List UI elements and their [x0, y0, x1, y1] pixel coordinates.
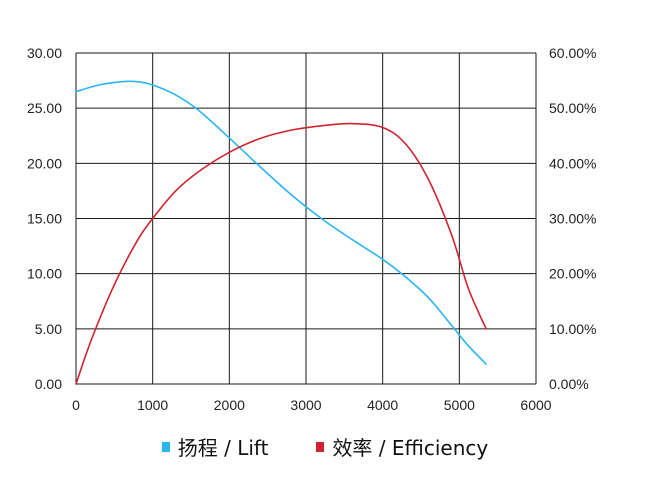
x-tick-label: 1000	[137, 397, 168, 413]
y-right-tick-label: 30.00%	[549, 211, 596, 227]
y-left-tick-label: 15.00	[27, 211, 62, 227]
y-left-tick-label: 30.00	[27, 45, 62, 61]
grid	[75, 52, 537, 385]
y-right-tick-label: 40.00%	[549, 155, 596, 171]
x-tick-label: 5000	[444, 397, 475, 413]
y-left-tick-label: 0.00	[35, 376, 62, 392]
y-right-tick-label: 60.00%	[549, 45, 596, 61]
tick-labels: 0 1000 2000 3000 4000 5000 6000 0.00 0.00% 5.00 10…	[27, 45, 597, 413]
series-line-lift	[75, 80, 487, 365]
y-right-tick-label: 0.00%	[549, 376, 589, 392]
series-layer	[75, 80, 487, 385]
y-left-tick-label: 5.00	[35, 321, 62, 337]
x-tick-label: 0	[72, 397, 80, 413]
y-left-tick-label: 25.00	[27, 100, 62, 116]
y-left-tick-label: 10.00	[27, 266, 62, 282]
y-right-tick-label: 10.00%	[549, 321, 596, 337]
legend-item-lift: 扬程 / Lift	[161, 432, 269, 461]
y-right-tick-label: 20.00%	[549, 266, 596, 282]
legend-swatch-efficiency	[316, 441, 325, 452]
x-tick-label: 4000	[367, 397, 398, 413]
legend-label-efficiency: 效率 / Efficiency	[332, 436, 489, 460]
legend-swatch-lift	[161, 441, 170, 452]
y-right-tick-label: 50.00%	[549, 100, 596, 116]
legend-label-lift: 扬程 / Lift	[177, 436, 269, 460]
x-tick-label: 6000	[520, 397, 551, 413]
x-tick-label: 2000	[214, 397, 245, 413]
x-tick-label: 3000	[290, 397, 321, 413]
y-left-tick-label: 20.00	[27, 155, 62, 171]
legend-item-efficiency: 效率 / Efficiency	[316, 432, 488, 461]
legend: 扬程 / Lift 效率 / Efficiency	[0, 432, 650, 461]
series-line-efficiency	[75, 122, 487, 385]
